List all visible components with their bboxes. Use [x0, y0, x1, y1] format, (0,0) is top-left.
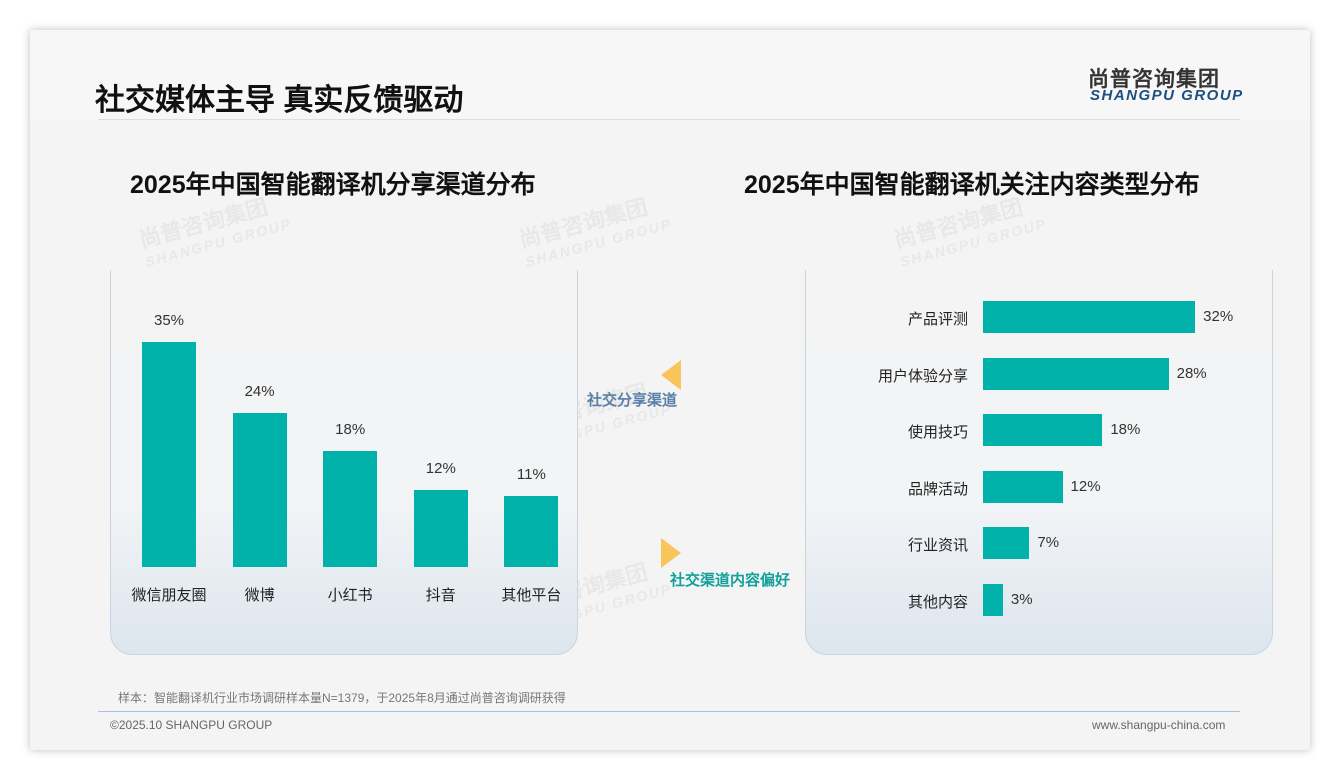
bar — [983, 584, 1003, 616]
logo-cn: 尚普咨询集团 — [1088, 68, 1220, 91]
connector-top-label: 社交分享渠道 — [587, 392, 678, 409]
right-chart-panel — [805, 270, 1273, 655]
data-label: 28% — [1176, 364, 1207, 382]
bar — [413, 489, 468, 567]
connector-bottom-label: 社交渠道内容偏好 — [670, 572, 791, 589]
data-label: 11% — [516, 466, 546, 484]
category-label: 其他内容 — [907, 594, 968, 611]
header-band — [30, 30, 1310, 120]
bar — [983, 357, 1169, 390]
data-label: 18% — [335, 421, 366, 439]
left-chart-title: 2025年中国智能翻译机分享渠道分布 — [130, 171, 536, 199]
bar — [232, 412, 287, 567]
data-label: 24% — [244, 382, 275, 400]
category-label: 使用技巧 — [907, 424, 968, 442]
data-label: 3% — [1010, 591, 1033, 608]
data-label: 12% — [1070, 477, 1101, 495]
bar — [983, 301, 1196, 333]
category-label: 品牌活动 — [907, 480, 968, 498]
bar — [983, 470, 1063, 503]
page-title: 社交媒体主导 真实反馈驱动 — [95, 84, 464, 117]
category-label: 微博 — [244, 587, 275, 604]
right-chart-title: 2025年中国智能翻译机关注内容类型分布 — [744, 171, 1200, 199]
bar — [142, 341, 196, 567]
header-divider — [98, 119, 1240, 120]
category-label: 小红书 — [327, 587, 373, 604]
bar — [983, 527, 1030, 560]
arrow-left-icon — [661, 360, 681, 390]
copyright: ©2025.10 SHANGPU GROUP — [110, 718, 273, 732]
bar — [323, 451, 378, 567]
category-label: 产品评测 — [907, 311, 968, 328]
website-url: www.shangpu-china.com — [1092, 718, 1226, 732]
bar — [983, 414, 1103, 447]
slide: 尚普咨询集团 SHANGPU GROUP 尚普咨询集团 SHANGPU GROUP 尚普… — [30, 30, 1310, 750]
data-label: 32% — [1203, 308, 1234, 325]
category-label: 用户体验分享 — [877, 367, 968, 385]
sample-note: 样本：智能翻译机行业市场调研样本量N=1379，于2025年8月通过尚普咨询调研… — [118, 691, 566, 705]
category-label: 抖音 — [425, 587, 456, 604]
footer-divider — [98, 711, 1240, 712]
data-label: 12% — [425, 459, 456, 477]
category-label: 其他平台 — [501, 587, 562, 604]
category-label: 行业资讯 — [907, 537, 968, 555]
data-label: 18% — [1110, 421, 1141, 439]
category-label: 微信朋友圈 — [131, 587, 207, 604]
logo-en: SHANGPU GROUP — [1090, 87, 1244, 104]
bar — [504, 496, 559, 567]
data-label: 7% — [1037, 534, 1060, 552]
data-label: 35% — [153, 311, 185, 329]
arrow-right-icon — [661, 538, 681, 568]
